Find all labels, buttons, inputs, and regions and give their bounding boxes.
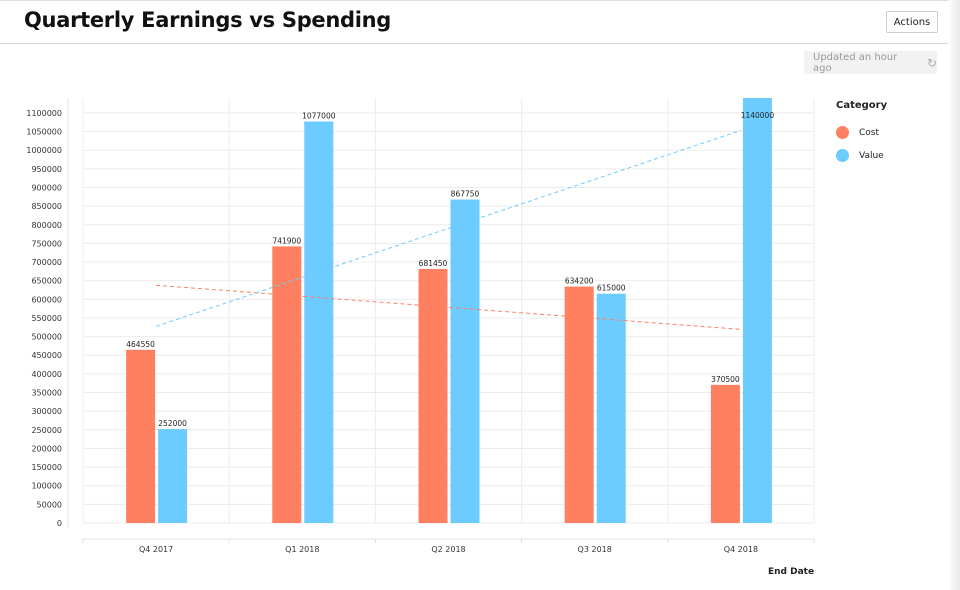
x-tick-label: Q2 2018 (431, 545, 465, 554)
data-label: 1077000 (302, 111, 336, 120)
bar-value (158, 429, 188, 523)
y-tick-label: 300000 (31, 407, 62, 416)
x-tick-label: Q4 2017 (139, 545, 173, 554)
data-label: 1140000 (741, 111, 775, 120)
legend-item-value[interactable]: Value (836, 144, 887, 167)
data-label: 634200 (565, 277, 594, 286)
bar-cost (564, 286, 594, 523)
data-label: 681450 (419, 259, 448, 268)
y-tick-label: 550000 (31, 314, 62, 323)
bar-value (742, 98, 772, 523)
legend-title: Category (836, 100, 888, 111)
bar-cost (418, 268, 448, 523)
x-tick-label: Q1 2018 (285, 545, 319, 554)
y-tick-label: 950000 (31, 165, 62, 174)
y-tick-label: 900000 (31, 183, 62, 192)
y-tick-label: 0 (57, 519, 62, 528)
y-tick-label: 600000 (31, 295, 62, 304)
y-tick-label: 1050000 (26, 128, 62, 137)
data-label: 370500 (711, 375, 740, 384)
bar-value (450, 199, 480, 523)
y-tick-label: 450000 (31, 351, 62, 360)
updated-label: Updated an hour ago (813, 51, 898, 74)
legend-label-value: Value (859, 150, 884, 161)
trendline-cost (156, 284, 741, 330)
y-tick-label: 700000 (31, 258, 62, 267)
data-label: 867750 (451, 189, 480, 198)
y-tick-label: 650000 (31, 277, 62, 286)
bar-value (596, 293, 626, 523)
x-tick-label: Q4 2018 (724, 545, 758, 554)
legend-dot-value (836, 149, 849, 162)
updated-status[interactable]: Updated an hour ago ↻ (804, 51, 937, 74)
data-label: 464550 (126, 340, 155, 349)
x-axis-title: End Date (768, 567, 815, 577)
y-tick-label: 400000 (31, 370, 62, 379)
bar-value (304, 121, 334, 523)
y-tick-label: 50000 (37, 500, 62, 509)
legend-dot-cost (836, 126, 849, 139)
y-tick-label: 800000 (31, 221, 62, 230)
legend-label-cost: Cost (859, 127, 880, 138)
y-tick-label: 250000 (31, 426, 62, 435)
refresh-icon[interactable]: ↻ (926, 55, 937, 70)
side-panel-edge (948, 0, 960, 590)
y-tick-label: 100000 (31, 482, 62, 491)
trendline-value (155, 129, 742, 327)
y-tick-label: 200000 (31, 444, 62, 453)
legend: Category Cost Value (836, 100, 887, 167)
y-tick-label: 500000 (31, 333, 62, 342)
legend-item-cost[interactable]: Cost (836, 121, 887, 144)
bar-cost (272, 246, 302, 523)
bar-cost (126, 349, 156, 523)
y-tick-label: 850000 (31, 202, 62, 211)
x-tick-label: Q3 2018 (578, 545, 612, 554)
y-tick-label: 1000000 (26, 146, 62, 155)
y-tick-label: 150000 (31, 463, 62, 472)
y-tick-label: 350000 (31, 389, 62, 398)
page-title: Quarterly Earnings vs Spending (24, 8, 392, 32)
header: Quarterly Earnings vs Spending Actions (0, 0, 948, 44)
y-tick-label: 1100000 (26, 109, 62, 118)
data-label: 615000 (597, 284, 626, 293)
data-label: 741900 (272, 236, 301, 245)
bar-cost (710, 384, 740, 523)
top-border (0, 0, 960, 1)
data-label: 252000 (158, 419, 187, 428)
y-tick-label: 750000 (31, 239, 62, 248)
actions-button[interactable]: Actions (886, 11, 938, 33)
